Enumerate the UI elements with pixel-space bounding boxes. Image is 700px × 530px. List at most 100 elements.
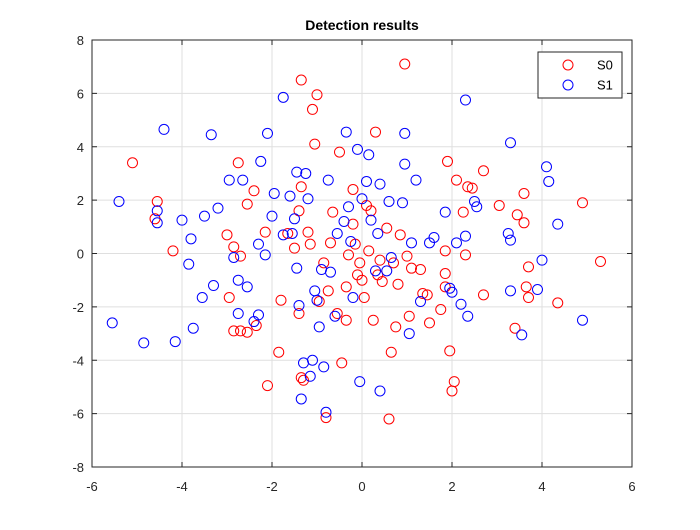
data-point-s0 [401,250,413,262]
y-tick-label: 8 [77,33,84,48]
data-point-s0 [466,182,478,194]
data-point-s1 [331,227,343,239]
data-point-s0 [340,314,352,326]
data-point-s0 [307,103,318,115]
data-point-s1 [347,292,359,304]
data-point-s0 [354,257,366,269]
data-point-s1 [253,238,264,250]
data-point-s1 [329,310,341,322]
data-point-s1 [340,126,352,138]
x-tick-label: 2 [448,479,455,494]
data-point-s1 [311,294,323,306]
data-point-s0 [293,308,305,320]
data-point-s1 [361,175,372,187]
data-point-s0 [424,317,435,329]
data-point-s1 [205,129,217,141]
data-point-s1 [406,237,417,249]
data-point-s0 [444,345,456,357]
data-point-s1 [471,201,483,213]
data-point-s1 [446,286,458,298]
data-point-s0 [241,198,253,210]
data-point-s0 [381,222,393,234]
x-tick-label: 4 [538,479,545,494]
data-point-s1 [365,214,377,226]
data-point-s0 [221,229,233,241]
data-point-s1 [399,127,411,139]
data-point-s0 [259,226,271,238]
data-point-s0 [385,346,397,358]
data-point-s0 [340,281,352,293]
data-point-s0 [595,256,606,268]
data-point-s1 [151,205,163,217]
data-point-s1 [505,285,516,297]
data-point-s0 [167,245,179,257]
data-point-s0 [511,209,523,221]
data-point-s1 [451,237,462,249]
data-point-s1 [185,233,197,245]
data-point-s0 [302,226,314,238]
data-point-s0 [451,174,462,186]
data-point-s1 [253,309,264,321]
data-point-s0 [298,374,309,386]
data-point-s0 [399,58,411,70]
data-point-s0 [509,322,521,334]
legend-box [537,51,623,99]
data-point-s0 [523,261,534,273]
data-point-s0 [415,264,426,276]
data-point-s1 [455,298,467,310]
data-point-s1 [541,161,552,173]
data-point-s1 [293,300,305,312]
data-point-s0 [390,321,402,333]
data-point-s0 [439,245,451,257]
data-point-s0 [435,304,447,316]
legend-label-s0: S0 [597,58,613,73]
data-point-s0 [363,245,375,257]
data-point-s0 [311,89,323,101]
data-point-s0 [248,185,260,197]
data-point-s1 [212,202,224,214]
data-point-s1 [505,137,516,149]
data-point-s1 [397,197,408,209]
data-point-s0 [358,292,370,304]
data-point-s1 [403,328,415,340]
data-point-s0 [331,308,343,320]
data-point-s1 [428,231,440,243]
data-point-s1 [289,213,300,225]
data-point-s0 [577,197,588,209]
data-point-s1 [151,217,163,229]
data-point-s1 [302,193,314,205]
data-point-s0 [313,296,325,308]
data-point-s1 [543,175,555,187]
data-point-s1 [356,193,368,205]
data-point-s0 [478,165,489,177]
data-point-s1 [502,227,514,239]
data-point-s0 [406,262,417,274]
data-point-s1 [259,249,271,261]
data-point-s0 [228,325,240,337]
data-point-s1 [183,258,195,270]
data-point-s1 [536,254,548,266]
data-point-s0 [552,297,564,309]
data-point-s0 [262,380,273,392]
data-point-s0 [376,276,388,288]
data-point-s0 [282,227,294,239]
y-tick-label: 2 [77,193,84,208]
data-point-s1 [354,376,366,388]
x-tick-label: 6 [628,479,635,494]
data-point-s1 [320,406,332,418]
data-point-s1 [338,215,350,227]
data-point-s0 [309,138,321,150]
data-point-s0 [374,254,386,266]
data-point-s0 [273,346,285,358]
data-point-s1 [372,227,384,239]
data-point-s1 [307,354,318,366]
data-point-s0 [151,195,163,207]
data-point-s0 [336,357,348,369]
data-point-s0 [228,241,240,253]
data-point-s1 [255,155,267,167]
data-point-s0 [462,181,474,193]
data-point-s0 [241,326,253,338]
data-point-s1 [462,310,474,322]
y-tick-label: -2 [72,300,84,315]
data-point-s1 [196,292,208,304]
